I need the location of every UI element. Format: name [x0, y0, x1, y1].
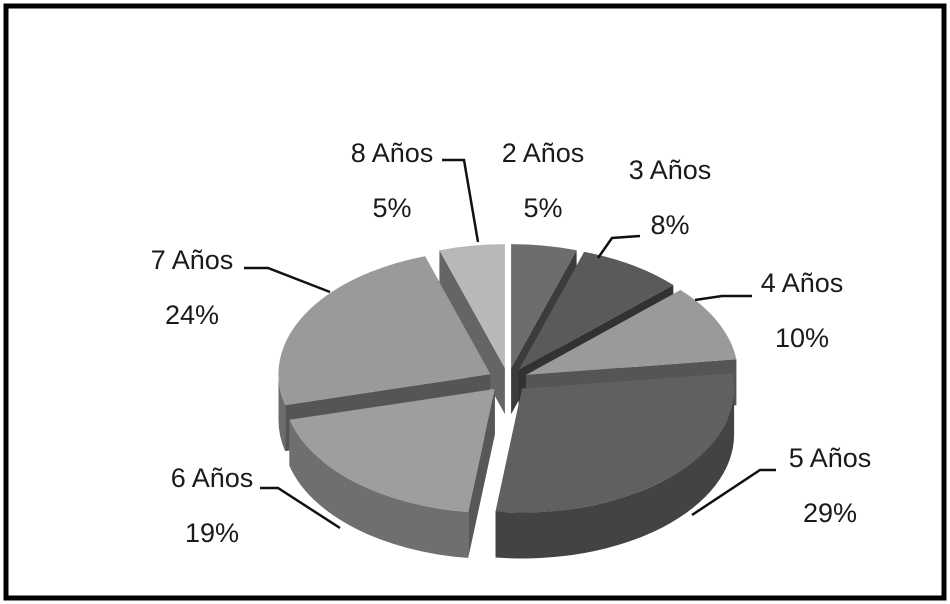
- slice: [289, 389, 495, 512]
- slice-wall: [289, 419, 469, 558]
- slice: [526, 290, 737, 375]
- leader-line: [596, 234, 641, 259]
- slice: [518, 251, 674, 370]
- slice-value-label: 24%: [165, 300, 219, 330]
- leader-line: [691, 468, 776, 517]
- slice-label: 2 Años: [502, 138, 585, 168]
- slice-label: 3 Años: [629, 155, 712, 185]
- leader-line: [442, 158, 480, 243]
- slice-wall: [495, 388, 735, 559]
- slice-label: 8 Años: [351, 138, 434, 168]
- leader-line: [694, 294, 752, 302]
- leader-line: [244, 266, 331, 294]
- slice-value-label: 19%: [185, 518, 239, 548]
- pie: [278, 244, 737, 559]
- slice-label: 6 Años: [171, 463, 254, 493]
- slice-label: 4 Años: [761, 268, 844, 298]
- slice-value-label: 5%: [523, 193, 562, 223]
- slice-wall: [278, 374, 286, 452]
- labels: 2 Años 5% 3 Años 8% 4 Años 10% 5 Años 29% 6 Años…: [151, 138, 872, 548]
- slice-value-label: 29%: [803, 498, 857, 528]
- slice-label: 7 Años: [151, 245, 234, 275]
- leader-line: [260, 486, 341, 530]
- slice: [511, 244, 577, 369]
- slice-label: 5 Años: [789, 443, 872, 473]
- slice-value-label: 8%: [650, 210, 689, 240]
- slice: [495, 372, 735, 513]
- slice-value-label: 10%: [775, 323, 829, 353]
- slice: [278, 256, 491, 406]
- slice-value-label: 5%: [372, 193, 411, 223]
- slice: [439, 244, 505, 369]
